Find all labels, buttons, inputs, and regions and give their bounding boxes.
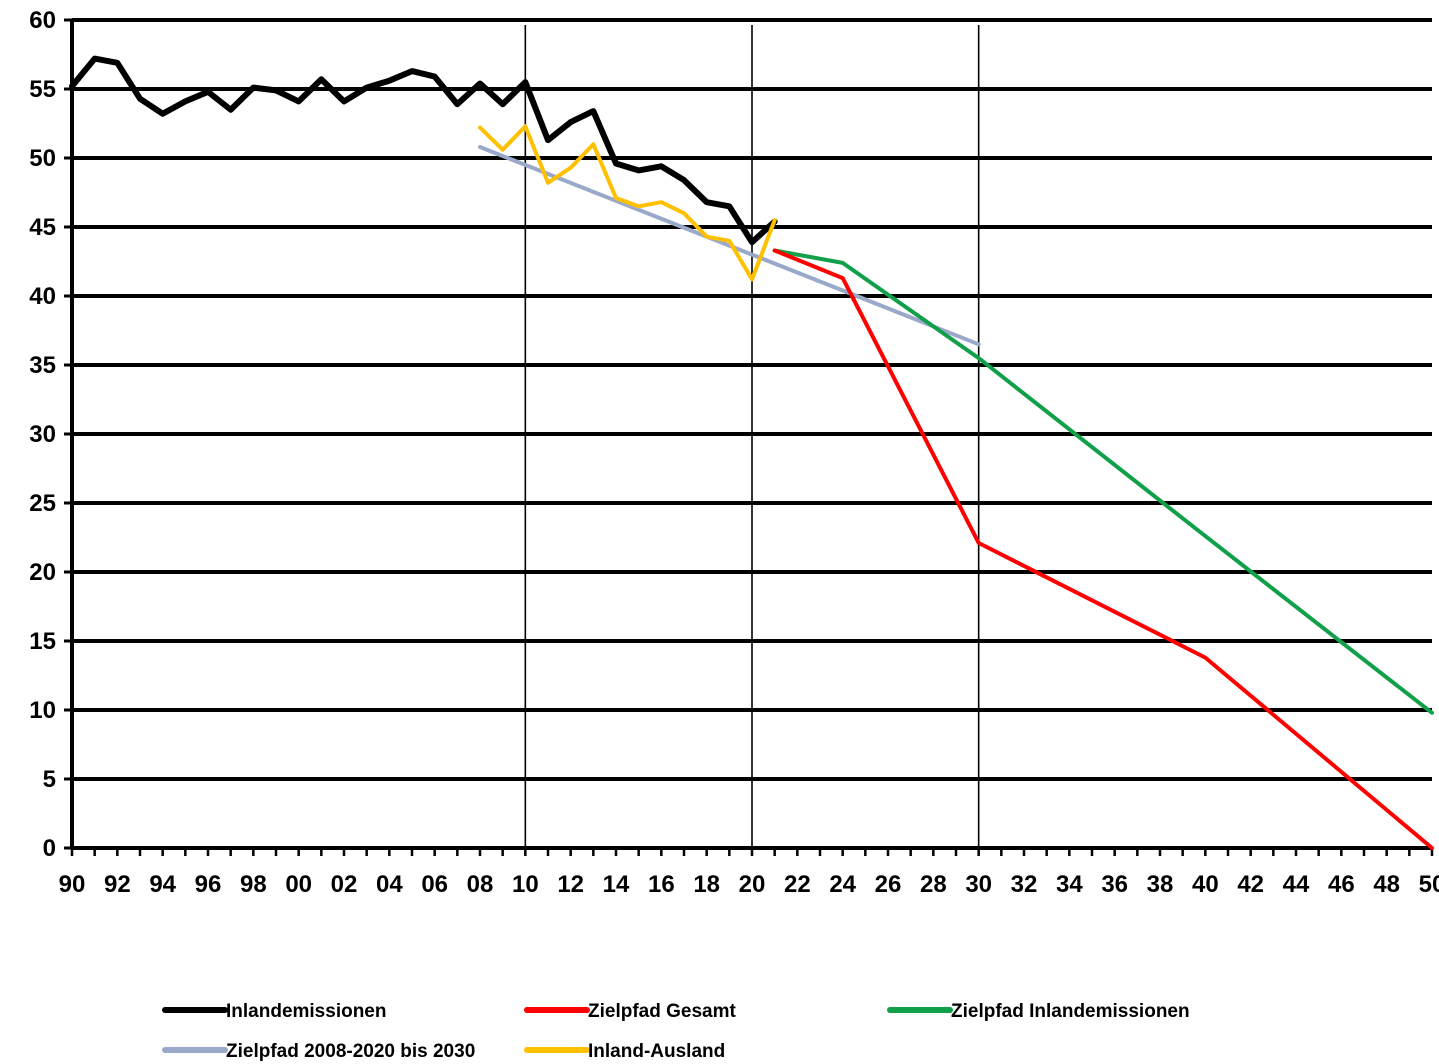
y-tick-label: 15 (29, 628, 56, 655)
x-tick-label: 32 (1011, 871, 1038, 898)
x-tick-label: 20 (739, 871, 766, 898)
x-tick-label: 50 (1419, 871, 1439, 898)
x-tick-label: 96 (195, 871, 222, 898)
vertical-decade-markers (524, 25, 980, 848)
x-tick-label: 40 (1192, 871, 1219, 898)
legend-label: Zielpfad 2008-2020 bis 2030 (226, 1041, 475, 1062)
series-line-zielpfad-inlandemissionen (772, 248, 1434, 715)
y-tick-label: 45 (29, 214, 56, 241)
x-tick-label: 26 (875, 871, 902, 898)
x-tick-label: 10 (512, 871, 539, 898)
x-tick-label: 18 (693, 871, 720, 898)
x-tick-label: 98 (240, 871, 267, 898)
series-line-inland-ausland (478, 124, 777, 282)
x-tick-label: 94 (149, 871, 176, 898)
series-lines (69, 55, 1434, 850)
y-tick-label: 25 (29, 490, 56, 517)
x-tick-label: 06 (421, 871, 448, 898)
y-tick-label: 5 (43, 766, 56, 793)
x-tick-label: 28 (920, 871, 947, 898)
x-tick-label: 04 (376, 871, 403, 898)
y-tick-labels: 0 5 10 15 20 25 30 35 40 45 50 55 60 (29, 7, 56, 862)
x-tick-label: 92 (104, 871, 131, 898)
legend: Inlandemissionen Zielpfad Gesamt Zielpfad … (162, 1001, 1190, 1062)
x-tick-label: 08 (467, 871, 494, 898)
y-tick-label: 30 (29, 421, 56, 448)
x-tick-label: 34 (1056, 871, 1083, 898)
x-tick-label: 42 (1237, 871, 1264, 898)
series-line-inlandemissionen (69, 55, 778, 246)
y-tick-label: 60 (29, 7, 56, 34)
y-tick-label: 35 (29, 352, 56, 379)
legend-label: Zielpfad Gesamt (588, 1001, 736, 1022)
x-tick-label: 46 (1328, 871, 1355, 898)
x-tick-label: 90 (59, 871, 86, 898)
x-tick-label: 00 (285, 871, 312, 898)
legend-label: Zielpfad Inlandemissionen (951, 1001, 1190, 1022)
series-line-zielpfad-gesamt (772, 248, 1434, 850)
axes (64, 18, 1434, 856)
y-tick-label: 40 (29, 283, 56, 310)
x-tick-label: 48 (1373, 871, 1400, 898)
x-tick-label: 36 (1101, 871, 1128, 898)
legend-label: Inlandemissionen (226, 1001, 386, 1022)
y-tick-label: 10 (29, 697, 56, 724)
x-tick-label: 30 (965, 871, 992, 898)
y-tick-label: 55 (29, 76, 56, 103)
x-tick-label: 38 (1147, 871, 1174, 898)
x-tick-label: 12 (557, 871, 584, 898)
y-tick-label: 20 (29, 559, 56, 586)
legend-label: Inland-Ausland (588, 1041, 725, 1062)
x-tick-labels: 90 92 94 96 98 00 02 04 06 08 10 12 14 16 18 20 22 24 26 28… (59, 871, 1439, 898)
y-tick-label: 50 (29, 145, 56, 172)
x-tick-label: 14 (603, 871, 630, 898)
x-tick-label: 24 (829, 871, 856, 898)
series-line-zielpfad-2008-2020-bis-2030 (478, 145, 981, 347)
x-tick-label: 02 (331, 871, 358, 898)
y-tick-label: 0 (43, 835, 56, 862)
x-tick-label: 22 (784, 871, 811, 898)
x-tick-label: 44 (1283, 871, 1310, 898)
x-tick-label: 16 (648, 871, 675, 898)
